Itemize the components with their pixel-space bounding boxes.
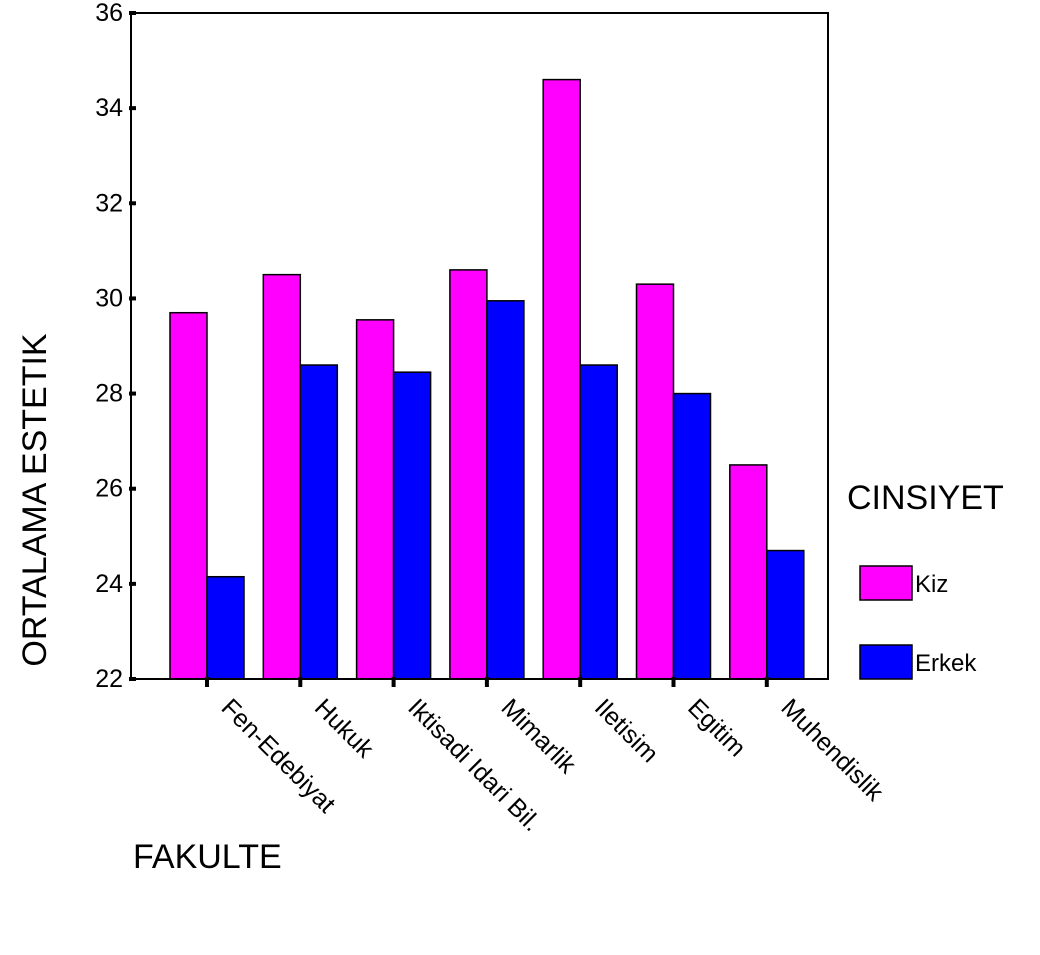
bar-erkek-3 <box>392 371 432 680</box>
y-tick-label: 36 <box>95 0 123 27</box>
bar-erkek-4 <box>486 300 525 680</box>
bar-kiz-4 <box>449 269 488 680</box>
bar-erkek-2 <box>299 364 339 680</box>
bar-erkek-1 <box>206 575 245 680</box>
y-axis: 22 24 26 28 30 32 34 36 <box>95 0 136 693</box>
y-axis-title: ORTALAMA ESTETIK <box>16 333 54 666</box>
bar-erkek-5 <box>579 364 618 680</box>
bar-kiz-5 <box>542 78 581 680</box>
bar-kiz-7 <box>729 464 768 680</box>
x-tick-label: Mimarlik <box>496 693 582 779</box>
bar-erkek-6 <box>672 392 712 680</box>
bar-kiz-6 <box>635 283 675 680</box>
y-tick-label: 34 <box>95 94 123 122</box>
y-tick-label: 28 <box>95 380 123 408</box>
legend-label-erkek: Erkek <box>915 650 977 677</box>
bar-kiz-2 <box>262 273 302 680</box>
legend-swatch-kiz <box>859 565 913 601</box>
legend-swatch-erkek <box>859 644 913 680</box>
legend-label-kiz: Kiz <box>915 571 948 598</box>
y-tick-label: 32 <box>95 189 123 217</box>
legend: CINSIYET Kiz Erkek <box>847 479 1004 680</box>
y-tick-label: 30 <box>95 284 123 312</box>
x-axis-title: FAKULTE <box>133 838 282 876</box>
x-tick-label: Hukuk <box>309 693 379 763</box>
bar-erkek-7 <box>766 549 805 680</box>
plot-frame <box>130 12 829 680</box>
x-tick-label: Muhendislik <box>776 693 889 806</box>
legend-title: CINSIYET <box>847 479 1004 517</box>
x-tick-label: Iletisim <box>589 693 664 768</box>
x-tick-label: Egitim <box>682 693 751 762</box>
bar-kiz-1 <box>169 311 208 680</box>
bars-group <box>169 78 805 680</box>
y-tick-label: 26 <box>95 475 123 503</box>
y-tick-label: 22 <box>95 665 123 693</box>
y-tick-label: 24 <box>95 570 123 598</box>
bar-kiz-3 <box>355 319 395 680</box>
